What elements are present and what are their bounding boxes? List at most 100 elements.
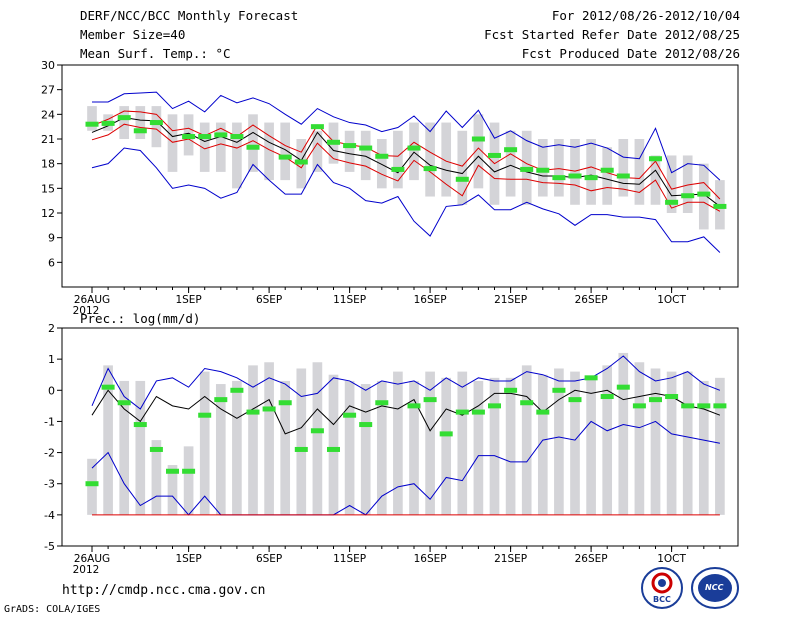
temp-line-min	[91, 147, 721, 253]
temp-x-tick-label: 21SEP	[494, 294, 527, 306]
temp-y-tick-label: 21	[41, 133, 55, 146]
temp-spread-box	[199, 122, 210, 172]
prec-x-tick-label: 21SEP	[494, 553, 527, 565]
prec-observed-marker	[278, 400, 292, 406]
temp-y-tick-label: 15	[41, 182, 55, 195]
prec-spread-box	[570, 371, 580, 515]
prec-observed-marker	[214, 397, 228, 403]
prec-label: Prec.: log(mm/d)	[80, 311, 201, 326]
temp-x-tick-label: 1OCT	[657, 294, 686, 306]
temp-spread-box	[473, 114, 484, 189]
temp-observed-marker	[310, 124, 324, 130]
prec-spread-box	[409, 380, 419, 515]
temp-observed-marker	[536, 167, 550, 173]
prec-spread-box	[135, 380, 146, 515]
prec-observed-marker	[455, 409, 469, 415]
prec-observed-marker	[85, 481, 99, 487]
prec-y-tick-label: 2	[48, 322, 55, 335]
prec-spread-box	[602, 365, 613, 515]
prec-observed-marker	[101, 384, 115, 390]
prec-x-tick-label: 2012	[73, 564, 100, 576]
prec-spread-box	[586, 377, 596, 515]
temp-spread-box	[232, 122, 242, 189]
prec-spread-box	[666, 371, 677, 515]
temp-spread-box	[360, 130, 371, 181]
prec-observed-marker	[681, 403, 695, 409]
temp-observed-marker	[117, 115, 131, 121]
prec-spread-box	[634, 362, 645, 515]
temp-observed-marker	[214, 132, 228, 138]
prec-spread-box	[376, 380, 387, 515]
prec-observed-marker	[536, 409, 550, 415]
temp-x-tick-label: 1SEP	[175, 294, 201, 306]
prec-y-tick-label: -4	[44, 509, 55, 522]
prec-spread-box	[183, 446, 194, 515]
temp-observed-marker	[552, 175, 566, 181]
prec-observed-marker	[198, 412, 212, 418]
prec-y-tick-label: -5	[44, 540, 55, 553]
prec-spread-box	[698, 380, 709, 515]
grads-credit: GrADS: COLA/IGES	[4, 604, 101, 615]
prec-observed-marker	[439, 431, 453, 437]
prec-observed-marker	[359, 422, 373, 428]
prec-observed-marker	[520, 400, 534, 406]
prec-spread-box	[441, 377, 452, 515]
prec-observed-marker	[407, 403, 421, 409]
prec-spread-box	[360, 384, 371, 515]
temp-spread-box	[602, 147, 613, 205]
temp-spread-box	[666, 155, 677, 213]
temp-y-tick-label: 9	[48, 232, 55, 245]
temp-observed-marker	[584, 175, 598, 181]
temp-observed-marker	[198, 134, 212, 140]
prec-y-tick-label: -2	[44, 447, 55, 460]
ncc-logo: NCC	[690, 566, 740, 610]
prec-observed-marker	[262, 406, 276, 412]
temp-y-tick-label: 27	[41, 84, 55, 97]
temp-observed-marker	[407, 145, 421, 151]
temp-spread-box	[312, 130, 323, 172]
temp-observed-marker	[488, 152, 501, 158]
forecast-period: For 2012/08/26-2012/10/04	[551, 8, 740, 23]
prec-observed-marker	[649, 397, 662, 403]
prec-observed-marker	[149, 446, 163, 452]
prec-spread-box	[489, 377, 500, 515]
prec-spread-box	[537, 374, 548, 515]
temp-y-tick-label: 12	[41, 207, 55, 220]
temp-observed-marker	[246, 144, 260, 150]
temp-observed-marker	[85, 121, 99, 127]
prec-line-min	[91, 420, 720, 516]
temp-spread-box	[586, 139, 596, 205]
prec-spread-box	[457, 371, 468, 515]
prec-spread-box	[328, 374, 339, 515]
temp-y-tick-label: 18	[41, 158, 55, 171]
temp-observed-marker	[230, 134, 244, 140]
temp-y-tick-label: 24	[41, 108, 55, 121]
temp-observed-marker	[133, 128, 147, 134]
temp-spread-box	[151, 106, 162, 148]
prec-observed-marker	[471, 409, 485, 415]
prec-y-tick-label: -3	[44, 478, 55, 491]
temp-spread-box	[409, 122, 419, 181]
prec-observed-marker	[182, 468, 196, 474]
temp-x-tick-label: 6SEP	[256, 294, 282, 306]
prec-observed-marker	[568, 397, 582, 403]
forecast-produced: Fcst Produced Date 2012/08/26	[521, 46, 740, 61]
temp-observed-marker	[101, 120, 115, 126]
variable-label: Mean Surf. Temp.: °C	[80, 46, 231, 61]
prec-frame	[61, 327, 739, 547]
temp-spread-box	[167, 114, 178, 172]
chart-title: DERF/NCC/BCC Monthly Forecast	[80, 8, 299, 23]
prec-spread-box	[312, 362, 323, 515]
temp-spread-box	[393, 130, 403, 189]
temp-spread-box	[554, 139, 564, 197]
prec-x-tick-label: 1SEP	[175, 553, 201, 565]
temp-frame	[61, 64, 739, 288]
prec-observed-marker	[584, 375, 598, 381]
temp-line-mean	[91, 117, 721, 207]
website-link[interactable]: http://cmdp.ncc.cma.gov.cn	[62, 583, 266, 598]
temp-y-tick-label: 6	[48, 256, 55, 269]
prec-x-tick-label: 11SEP	[333, 553, 366, 565]
prec-spread-box	[554, 368, 564, 515]
